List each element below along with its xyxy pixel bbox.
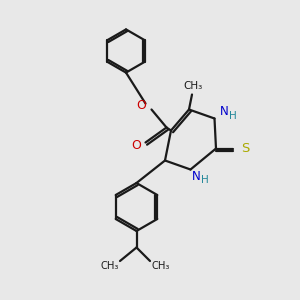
Text: N: N: [192, 170, 201, 184]
Text: O: O: [137, 99, 146, 112]
Text: S: S: [241, 142, 249, 155]
Text: CH₃: CH₃: [100, 261, 119, 272]
Text: H: H: [201, 175, 209, 185]
Text: CH₃: CH₃: [151, 261, 170, 272]
Text: N: N: [220, 105, 229, 119]
Text: CH₃: CH₃: [184, 81, 203, 91]
Text: O: O: [132, 139, 141, 152]
Text: H: H: [229, 110, 237, 121]
